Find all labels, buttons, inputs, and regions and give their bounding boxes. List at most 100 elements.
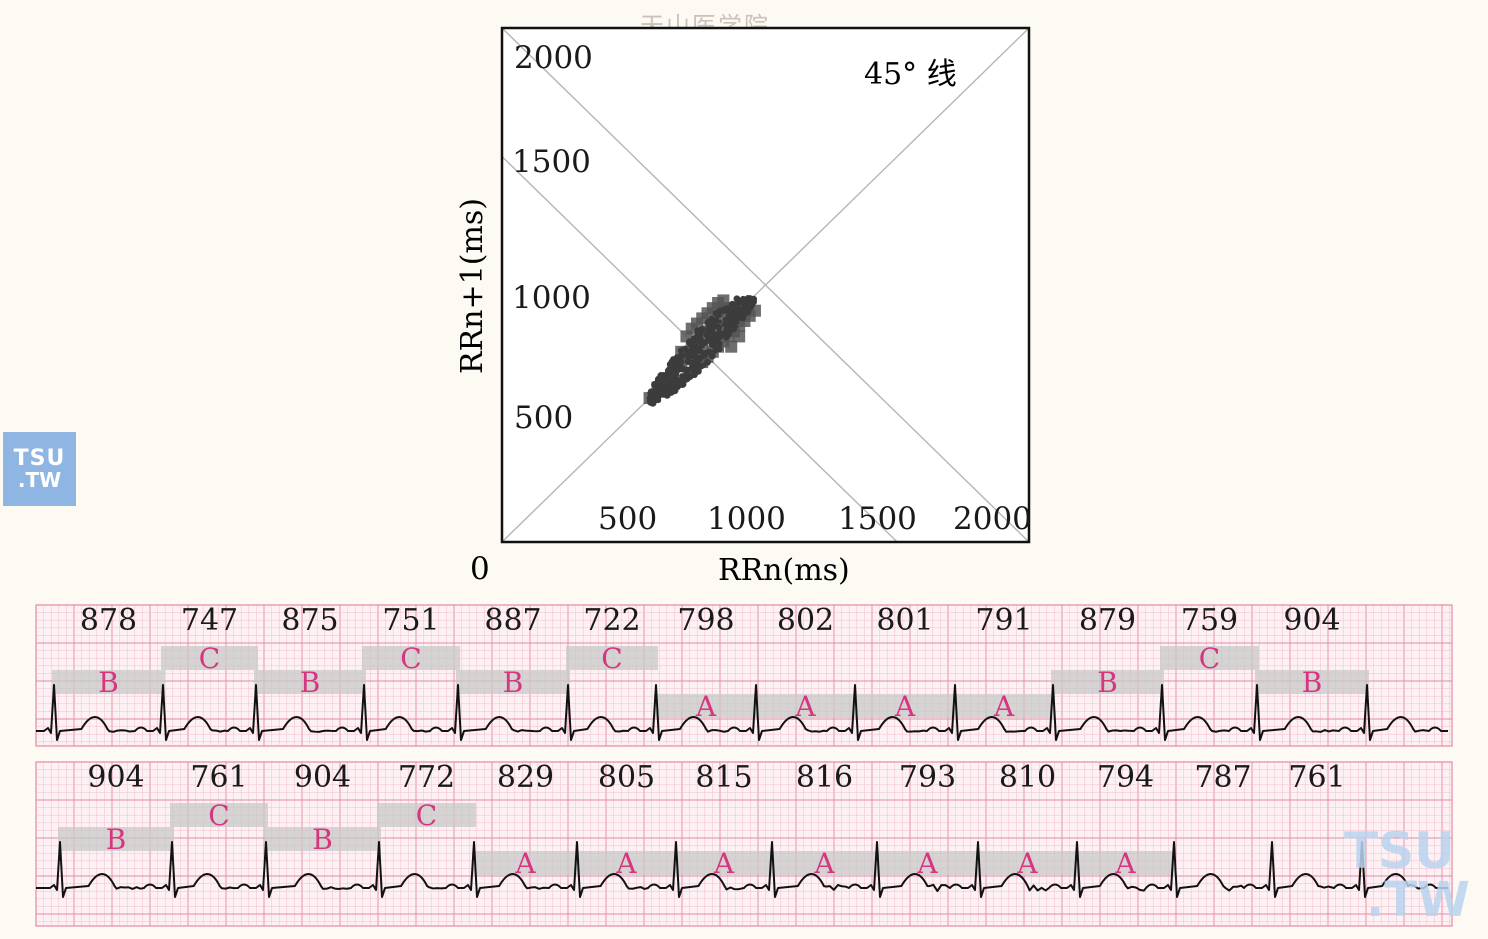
interval-class-label: A — [1016, 847, 1038, 880]
rr-point — [705, 328, 713, 336]
rr-point — [733, 295, 741, 303]
ecg-trace — [36, 684, 1448, 741]
interval-band-b — [1255, 670, 1369, 694]
rr-point — [658, 392, 664, 397]
interval-band-b — [1051, 670, 1164, 694]
interval-class-label: A — [713, 847, 735, 880]
plot-contents — [502, 28, 1029, 542]
x-tick-label: 1000 — [707, 501, 786, 537]
rr-interval-value: 815 — [695, 760, 752, 795]
rr-interval-value: 761 — [190, 760, 247, 795]
origin-label: 0 — [470, 551, 490, 587]
rr-interval-value: 802 — [777, 603, 834, 638]
corner-watermark-line-1: TSU — [1344, 822, 1455, 880]
interval-class-label: C — [199, 642, 220, 675]
rr-point — [749, 295, 758, 304]
x-tick-label: 500 — [598, 501, 657, 537]
rr-point — [723, 323, 729, 330]
interval-band-a — [875, 851, 980, 875]
rr-point — [660, 387, 667, 394]
interval-class-label: A — [695, 690, 717, 723]
interval-class-label: B — [300, 666, 321, 699]
interval-band-a — [654, 694, 758, 718]
y-tick-label: 1500 — [512, 144, 591, 180]
y-axis-label: RRn+1(ms) — [455, 198, 490, 374]
rr-interval-value: 887 — [484, 603, 541, 638]
logo-line-1: TSU — [13, 445, 66, 471]
rr-interval-value: 761 — [1288, 760, 1345, 795]
interval-class-label: A — [813, 847, 835, 880]
rr-point — [730, 310, 738, 319]
rr-point — [647, 390, 653, 396]
rr-point — [733, 330, 746, 343]
interval-class-label: A — [916, 847, 938, 880]
interval-band-a — [976, 851, 1079, 875]
rr-point — [697, 332, 703, 338]
rr-point — [732, 325, 737, 331]
rr-point — [680, 346, 686, 352]
rr-point — [653, 397, 660, 404]
rr-point — [653, 384, 660, 392]
interval-band-c — [1160, 646, 1259, 670]
rr-point — [729, 302, 734, 307]
interval-class-label: B — [312, 823, 333, 856]
rr-point — [739, 299, 746, 306]
interval-band-b — [456, 670, 570, 694]
interval-band-b — [52, 670, 165, 694]
rr-interval-value: 904 — [87, 760, 144, 795]
rr-point — [686, 348, 692, 355]
rr-point — [675, 378, 683, 386]
ecg-strip-1: B C B C B C A A A A B C B 878 747 875 751 887 722 798 802 801… — [35, 603, 1453, 747]
rr-point — [665, 386, 671, 392]
rr-interval-value: 794 — [1097, 760, 1154, 795]
corner-watermark: TSU .TW — [1340, 822, 1480, 932]
interval-band-a — [770, 851, 879, 875]
rr-point — [665, 370, 670, 375]
ecg-paper — [35, 761, 1453, 927]
interval-class-label: C — [208, 799, 229, 832]
rr-point — [684, 357, 693, 366]
interval-class-label: C — [1199, 642, 1220, 675]
interval-band-a — [472, 851, 579, 875]
y-tick-label: 2000 — [514, 40, 593, 76]
interval-band-c — [566, 646, 658, 670]
rr-interval-value: 805 — [598, 760, 655, 795]
interval-band-a — [575, 851, 678, 875]
rr-point — [717, 294, 730, 307]
ecg-grid — [35, 604, 1452, 746]
x-axis-label: RRn(ms) — [718, 553, 850, 588]
interval-class-label: B — [1302, 666, 1323, 699]
interval-class-label: B — [1097, 666, 1118, 699]
interval-class-label: A — [615, 847, 637, 880]
poincare-scatter-plot: 500 1000 1500 2000 500 1000 1500 2000 0 RRn(ms) RR… — [455, 26, 1032, 588]
rr-interval-value: 829 — [497, 760, 554, 795]
rr-interval-value: 904 — [294, 760, 351, 795]
rr-point — [692, 356, 698, 361]
rr-interval-value: 798 — [677, 603, 734, 638]
interval-band-b — [264, 827, 381, 851]
interval-class-label: B — [106, 823, 127, 856]
rr-point — [704, 358, 711, 366]
interval-band-a — [953, 694, 1055, 718]
interval-class-label: C — [416, 799, 437, 832]
rr-point — [690, 359, 697, 367]
rr-interval-value: 810 — [999, 760, 1056, 795]
interval-class-label: A — [794, 690, 816, 723]
rr-point — [678, 364, 684, 371]
rr-point — [674, 354, 680, 360]
rr-interval-value: 904 — [1283, 603, 1340, 638]
interval-class-label: B — [503, 666, 524, 699]
rr-interval-value: 751 — [382, 603, 439, 638]
rr-interval-value: 722 — [583, 603, 640, 638]
plot-frame — [500, 26, 1031, 544]
rr-interval-value: 816 — [796, 760, 853, 795]
rr-interval-value: 787 — [1194, 760, 1251, 795]
interval-band-b — [254, 670, 366, 694]
interval-class-label: B — [98, 666, 119, 699]
rr-point — [682, 373, 687, 379]
rr-point-cluster — [643, 294, 761, 407]
rr-point — [647, 394, 653, 400]
interval-class-label: A — [1114, 847, 1136, 880]
rr-point — [745, 295, 751, 301]
tsu-logo: TSU .TW — [3, 432, 76, 506]
